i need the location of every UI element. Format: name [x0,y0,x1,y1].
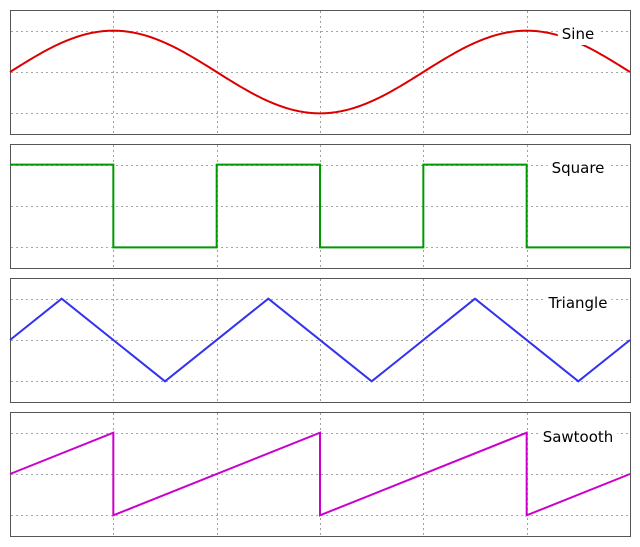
sawtooth-label-backdrop [538,426,618,448]
sawtooth-panel: Sawtooth [9,412,631,537]
sine-label-backdrop [557,23,599,45]
sine-panel: Sine [9,10,631,135]
square-panel-label: Square [552,159,605,177]
square-wave-line [10,163,630,249]
triangle-wave-line [9,297,631,383]
sawtooth-wave-line [9,431,631,517]
triangle-panel: Triangle [9,278,631,403]
triangle-panel-label: Triangle [548,294,608,312]
sine-wave-line [9,29,631,115]
square-panel: Square [10,144,631,269]
triangle-label-backdrop [543,292,612,314]
sawtooth-panel-label: Sawtooth [543,428,614,446]
sine-panel-label: Sine [562,25,594,43]
square-label-backdrop [547,157,609,179]
